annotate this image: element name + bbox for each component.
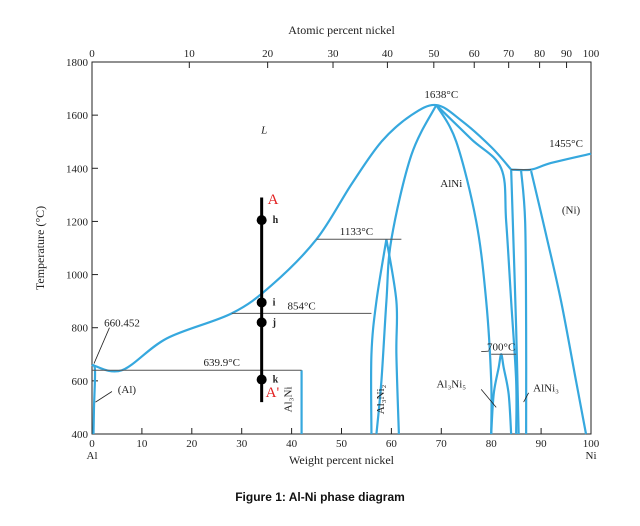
phase-label-8: AlNi₃ (533, 382, 559, 394)
marker-a: A (268, 192, 279, 208)
x-tick-label-20: 20 (186, 438, 198, 450)
point-marks (256, 197, 267, 403)
point-i (256, 297, 267, 308)
annotation-5: 700°C (487, 341, 515, 353)
point-label-j: j (272, 317, 276, 328)
top-tick-label-50: 50 (428, 48, 440, 60)
top-tick-label-10: 10 (184, 48, 196, 60)
y-tick-label-1800: 1800 (66, 57, 89, 69)
top-tick-label-30: 30 (328, 48, 340, 60)
x-end-label-left: Al (87, 450, 98, 462)
x-tick-label-80: 80 (486, 438, 498, 450)
top-tick-label-100: 100 (583, 48, 600, 60)
annotation-6: 660.452 (104, 317, 140, 329)
x-axis-title: Weight percent nickel (289, 453, 395, 467)
x-tick-label-40: 40 (286, 438, 298, 450)
x-end-label-right: Ni (586, 450, 597, 462)
marker-a-prime: A' (266, 385, 280, 401)
leader-al3ni5 (480, 389, 497, 408)
point-label-k: k (273, 375, 279, 386)
phase-boundary-11 (385, 239, 400, 435)
phase-boundary-8 (435, 104, 518, 435)
top-tick-label-80: 80 (534, 48, 546, 60)
phase-label-6: Al₃Ni₂ (375, 384, 387, 414)
point-label-h: h (273, 215, 279, 226)
phase-boundary-4 (520, 170, 528, 435)
top-tick-label-40: 40 (382, 48, 394, 60)
leader-alni3 (523, 392, 529, 403)
y-tick-label-800: 800 (72, 323, 89, 335)
y-tick-label-1600: 1600 (66, 110, 89, 122)
phase-label-5: Al₃Ni (283, 387, 295, 413)
x-tick-label-30: 30 (236, 438, 248, 450)
phase-boundary-12 (490, 353, 513, 435)
isotherm-lines (92, 169, 532, 371)
y-tick-label-1000: 1000 (66, 270, 89, 282)
top-tick-label-60: 60 (469, 48, 481, 60)
annotation-1: 1638°C (424, 89, 458, 101)
top-tick-label-70: 70 (503, 48, 515, 60)
x-tick-label-50: 50 (336, 438, 348, 450)
phase-boundary-6 (375, 104, 438, 435)
top-tick-label-0: 0 (89, 48, 95, 60)
x-tick-label-100: 100 (583, 438, 600, 450)
phase-label-1: L (260, 125, 267, 137)
y-tick-label-600: 600 (72, 376, 89, 388)
point-k (256, 374, 267, 385)
top-tick-label-90: 90 (561, 48, 573, 60)
top-tick-label-20: 20 (262, 48, 274, 60)
phase-label-3: (Ni) (562, 204, 581, 216)
y-tick-label-1400: 1400 (66, 163, 89, 175)
phase-label-4: (Al) (118, 384, 137, 396)
x-tick-label-60: 60 (386, 438, 398, 450)
figure-caption: Figure 1: Al-Ni phase diagram (235, 490, 405, 504)
phase-boundary-2 (511, 152, 592, 172)
phase-boundary-1 (91, 103, 512, 373)
point-j (256, 317, 267, 328)
annotation-3: 1133°C (340, 226, 373, 238)
x-tick-label-70: 70 (436, 438, 448, 450)
phase-label-2: AlNi (440, 178, 462, 190)
annotation-2: 1455°C (549, 138, 583, 150)
annotation-4: 854°C (287, 301, 315, 313)
point-label-i: i (273, 297, 276, 308)
y-tick-label-400: 400 (72, 429, 89, 441)
leader-660 (93, 327, 110, 364)
phase-boundary-10 (369, 239, 388, 435)
phase-boundary-9 (510, 169, 520, 435)
y-axis-title: Temperature (°C) (33, 206, 47, 290)
phase-boundary-7 (435, 104, 493, 435)
leader-al-solid (95, 391, 113, 403)
phase-boundaries (91, 103, 592, 435)
top-axis-title: Atomic percent nickel (288, 23, 395, 37)
x-tick-label-0: 0 (89, 438, 95, 450)
point-h (256, 215, 267, 226)
y-tick-label-1200: 1200 (66, 216, 89, 228)
leader-700 (481, 350, 489, 353)
x-tick-label-10: 10 (136, 438, 148, 450)
phase-boundary-5 (530, 170, 588, 435)
annotation-7: 639.9°C (203, 357, 240, 369)
phase-label-7: Al₃Ni₅ (436, 379, 466, 391)
phase-boundary-3 (91, 364, 97, 435)
x-tick-label-90: 90 (536, 438, 548, 450)
